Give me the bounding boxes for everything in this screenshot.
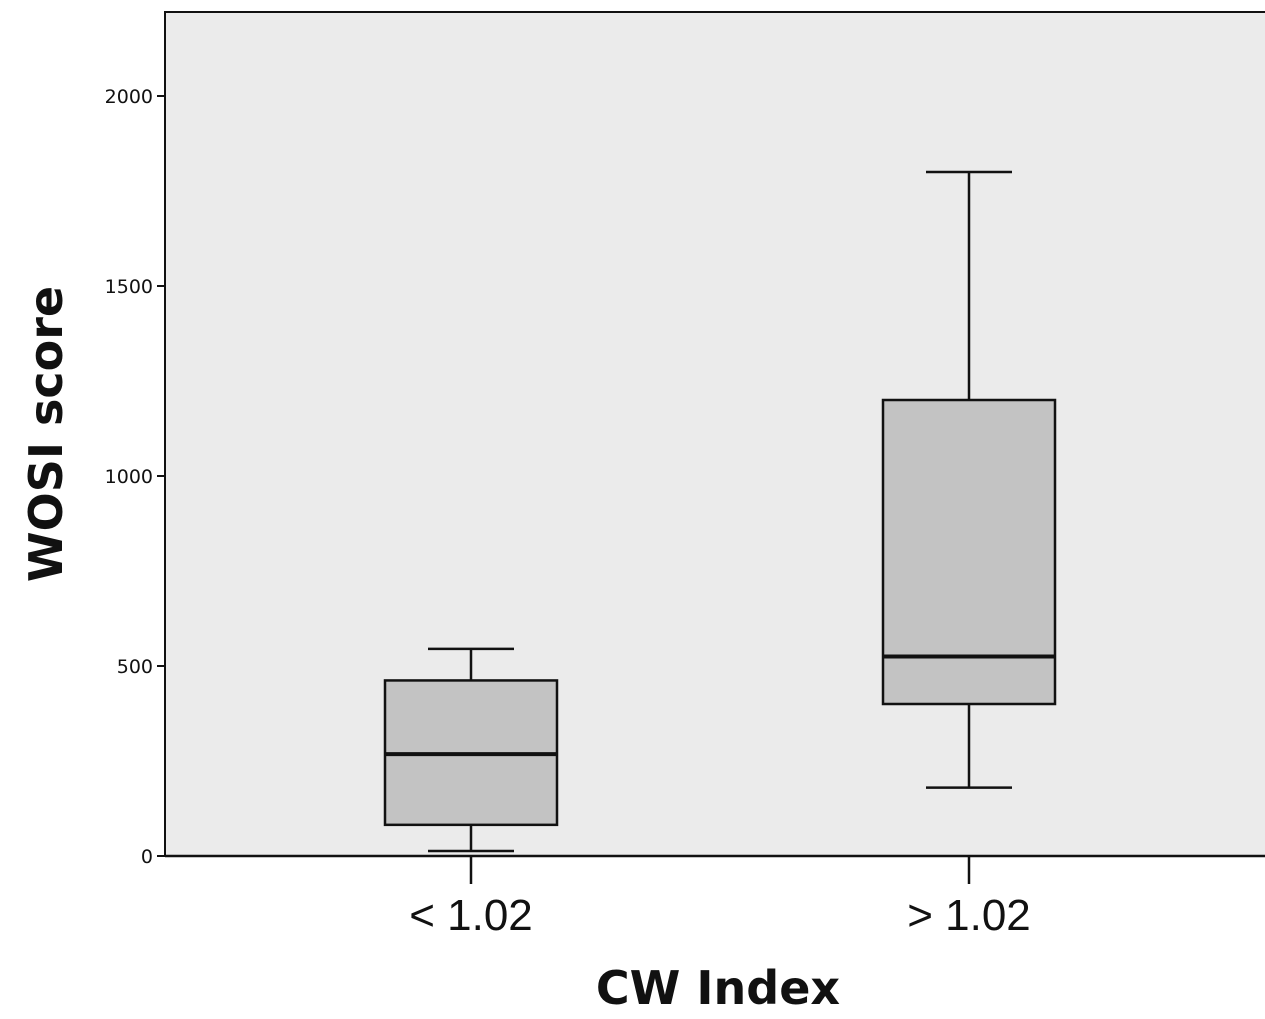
y-axis-title: WOSI score xyxy=(19,286,73,582)
y-tick-label: 1500 xyxy=(105,276,153,298)
y-axis: 0 500 1000 1500 2000 xyxy=(105,12,166,868)
x-axis-title: CW Index xyxy=(596,961,840,1015)
y-tick-label: 2000 xyxy=(105,86,153,108)
y-tick-label: 500 xyxy=(117,656,153,678)
x-tick-label: < 1.02 xyxy=(409,891,533,940)
box-group xyxy=(383,647,559,853)
x-axis: < 1.02 > 1.02 xyxy=(165,854,1265,940)
box-group xyxy=(881,170,1057,789)
box-iqr xyxy=(881,398,1057,706)
x-tick-label: > 1.02 xyxy=(907,891,1031,940)
y-tick-label: 1000 xyxy=(105,466,153,488)
plot-area xyxy=(164,11,1265,857)
box-series xyxy=(383,170,1057,853)
y-tick-label: 0 xyxy=(141,846,153,868)
